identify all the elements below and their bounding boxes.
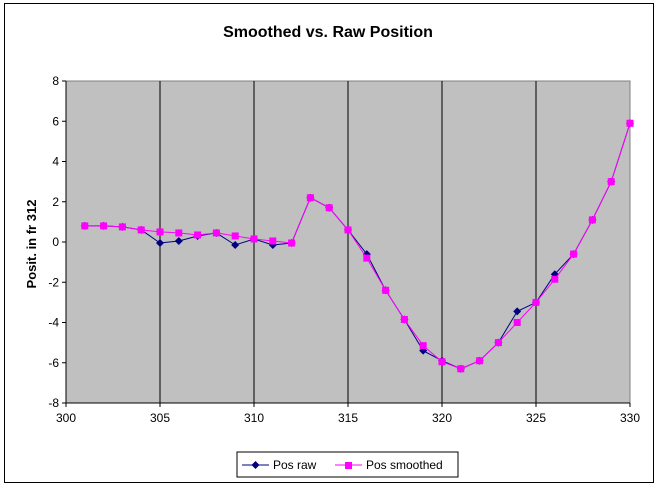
data-point-smoothed	[344, 226, 352, 234]
data-point-smoothed	[194, 231, 202, 239]
data-point-smoothed	[382, 286, 390, 294]
data-point-smoothed	[81, 222, 89, 230]
x-tick-label: 300	[56, 411, 76, 425]
data-point-smoothed	[626, 119, 634, 127]
data-point-smoothed	[457, 365, 465, 373]
data-point-smoothed	[551, 275, 559, 283]
data-point-smoothed	[212, 229, 220, 237]
data-point-smoothed	[100, 222, 108, 230]
data-point-smoothed	[269, 237, 277, 245]
data-point-smoothed	[494, 339, 502, 347]
data-point-raw	[513, 307, 522, 316]
legend-marker-raw	[251, 461, 260, 469]
y-tick-label: 6	[52, 114, 59, 128]
chart-svg: Smoothed vs. Raw Position Posit. in fr 3…	[24, 24, 640, 478]
data-point-smoothed	[476, 357, 484, 365]
data-point-smoothed	[118, 223, 126, 231]
data-point-smoothed	[532, 298, 540, 306]
x-tick-label: 325	[526, 411, 546, 425]
legend-label-raw: Pos raw	[273, 458, 317, 472]
data-point-smoothed	[607, 178, 615, 186]
tick-labels: -8 -6 -4 -2 0 2 4 6 8 300 305 310 315 320 325 330	[48, 74, 640, 425]
y-tick-label: -2	[48, 275, 59, 289]
y-tick-label: 8	[52, 74, 59, 88]
data-point-raw	[231, 241, 240, 250]
y-tick-label: 4	[52, 155, 59, 169]
data-point-smoothed	[325, 204, 333, 212]
x-tick-label: 330	[620, 411, 640, 425]
data-point-raw	[174, 236, 183, 245]
data-point-smoothed	[570, 250, 578, 258]
data-point-smoothed	[288, 239, 296, 247]
legend-label-smoothed: Pos smoothed	[366, 458, 443, 472]
data-point-raw	[362, 250, 371, 259]
data-point-smoothed	[250, 235, 258, 243]
y-tick-label: 0	[52, 235, 59, 249]
y-tick-label: 2	[52, 195, 59, 209]
y-tick-label: -6	[48, 356, 59, 370]
x-tick-label: 320	[432, 411, 452, 425]
series-smoothed	[81, 119, 634, 373]
legend: Pos raw Pos smoothed	[236, 451, 459, 478]
y-tick-label: -4	[48, 316, 59, 330]
data-point-raw	[156, 239, 164, 248]
x-tick-label: 310	[244, 411, 264, 425]
legend-marker-smoothed	[345, 462, 352, 469]
data-point-smoothed	[419, 342, 427, 350]
chart-title: Smoothed vs. Raw Position	[223, 24, 433, 41]
data-point-smoothed	[137, 226, 145, 234]
axes	[62, 80, 631, 407]
chart-frame: Smoothed vs. Raw Position Posit. in fr 3…	[4, 3, 654, 483]
data-point-smoothed	[400, 315, 408, 323]
data-point-smoothed	[306, 194, 314, 202]
x-tick-label: 305	[150, 411, 170, 425]
x-tick-label: 315	[338, 411, 358, 425]
data-point-smoothed	[231, 232, 239, 240]
y-tick-label: -8	[48, 396, 59, 410]
data-point-smoothed	[438, 358, 446, 366]
data-point-smoothed	[588, 216, 596, 224]
data-point-smoothed	[156, 228, 164, 236]
data-point-smoothed	[175, 229, 183, 237]
data-point-smoothed	[513, 319, 521, 326]
data-point-smoothed	[363, 254, 371, 262]
series-layer	[80, 119, 634, 373]
y-axis-label: Posit. in fr 312	[24, 200, 39, 289]
